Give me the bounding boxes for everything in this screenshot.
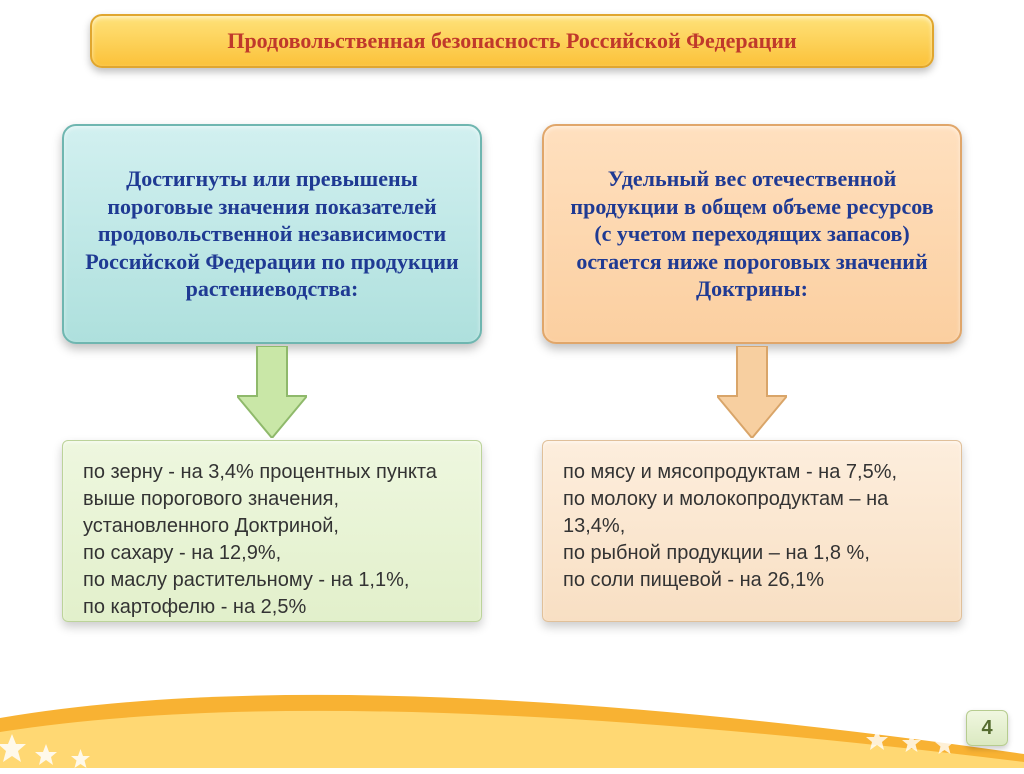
bottom-swoosh [0,658,1024,768]
right-body-box: по мясу и мясопродуктам - на 7,5%, по мо… [542,440,962,622]
star-cluster-left [0,704,108,774]
right-heading-text: Удельный вес отечественной продукции в о… [562,165,942,303]
left-body-box: по зерну - на 3,4% процентных пункта выш… [62,440,482,622]
page-number: 4 [966,710,1008,746]
left-body-text: по зерну - на 3,4% процентных пункта выш… [83,461,437,618]
down-arrow-right [717,346,787,438]
right-body-text: по мясу и мясопродуктам - на 7,5%, по мо… [563,461,897,591]
slide-title: Продовольственная безопасность Российско… [90,14,934,68]
down-arrow-left [237,346,307,438]
left-heading-text: Достигнуты или превышены пороговые значе… [82,165,462,303]
left-heading-box: Достигнуты или превышены пороговые значе… [62,124,482,344]
star-cluster-right [854,692,974,762]
right-heading-box: Удельный вес отечественной продукции в о… [542,124,962,344]
